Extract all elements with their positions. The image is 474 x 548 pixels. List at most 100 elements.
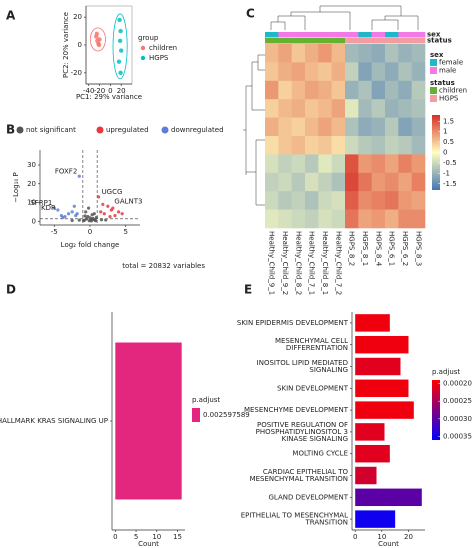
- colorbar-label: 0.00020: [443, 380, 472, 388]
- x-tick-label: 0: [108, 87, 112, 95]
- heatmap-cell: [291, 191, 306, 210]
- category-label: PHOSPHATIDYLINOSITOL 3: [256, 428, 348, 436]
- panel-border: [85, 5, 133, 85]
- heatmap-cell: [358, 44, 372, 63]
- heatmap-cell: [291, 62, 306, 82]
- heatmap-cell: [331, 191, 346, 210]
- point: [77, 218, 81, 222]
- annotation-cell: [318, 38, 332, 44]
- heatmap-cell: [398, 117, 412, 137]
- point: [116, 59, 122, 64]
- category-label: HALLMARK KRAS SIGNALING UP: [0, 417, 108, 425]
- point: [66, 212, 71, 216]
- heatmap-cell: [318, 191, 332, 210]
- legend-label: female: [439, 59, 463, 67]
- y-tick-label: 0: [32, 217, 36, 225]
- category-label: TRANSITION: [305, 519, 348, 527]
- point: [91, 216, 95, 221]
- legend-title: p.adjust: [192, 396, 220, 404]
- heatmap-cell: [345, 62, 359, 82]
- heatmap-cell: [278, 80, 292, 100]
- heatmap-cell: [358, 136, 372, 155]
- heatmap-cell: [318, 154, 332, 174]
- heatmap-cell: [291, 154, 306, 174]
- row-dendrogram: [243, 54, 265, 206]
- point: [101, 202, 105, 206]
- x-tick-label: -5: [51, 228, 58, 236]
- heatmap-cell: [305, 136, 319, 155]
- x-tick-label: 20: [404, 533, 413, 541]
- point: [52, 206, 56, 210]
- heatmap-cell: [358, 209, 372, 229]
- annotation-cell: [385, 38, 399, 44]
- point: [92, 212, 96, 216]
- point: [106, 204, 110, 208]
- heatmap-cell: [398, 80, 412, 100]
- annotation-cell: [331, 32, 346, 38]
- column-label: Healthy_Child_8_2: [294, 231, 302, 295]
- heatmap-cell: [265, 191, 279, 210]
- heatmap-cell: [291, 99, 306, 118]
- colorbar-label: -0.5: [443, 159, 457, 167]
- point: [97, 37, 102, 42]
- heatmap-cell: [371, 62, 386, 82]
- point: [102, 212, 106, 216]
- annotation-name: status: [427, 37, 452, 45]
- category-label: POSITIVE REGULATION OF: [257, 421, 348, 429]
- heatmap-cell: [411, 117, 426, 137]
- annotation-cell: [291, 38, 306, 44]
- heatmap-cell: [318, 209, 332, 229]
- heatmap-cell: [331, 99, 346, 118]
- category-label: GLAND DEVELOPMENT: [268, 493, 348, 501]
- heatmap-cell: [291, 172, 306, 192]
- annotation-cell: [345, 38, 359, 44]
- panel-letter: A: [6, 9, 16, 23]
- annotation-cell: [411, 32, 426, 38]
- heatmap-cell: [278, 136, 292, 155]
- annotation-cell: [358, 32, 372, 38]
- legend-label: downregulated: [171, 126, 224, 134]
- x-tick-label: 5: [123, 228, 127, 236]
- x-tick-label: 10: [152, 533, 161, 541]
- annotation-cell: [358, 38, 372, 44]
- annotation-cell: [278, 38, 292, 44]
- heatmap-cell: [305, 44, 319, 63]
- group-ellipse: [89, 27, 106, 52]
- category-label: EPITHELIAL TO MESENCHYMAL: [241, 512, 348, 520]
- annotation-cell: [371, 32, 386, 38]
- category-label: KINASE SIGNALING: [282, 435, 348, 443]
- x-tick-label: -40: [83, 87, 94, 95]
- heatmap-cell: [331, 44, 346, 63]
- category-label: SIGNALING: [309, 366, 348, 374]
- heatmap-cell: [305, 172, 319, 192]
- column-label: HGPS_6_2: [401, 231, 409, 266]
- colorbar-label: 0.00025: [443, 397, 472, 405]
- heatmap-cell: [265, 154, 279, 174]
- column-label: Healthy_Child_8_1: [321, 231, 329, 295]
- colorbar-label: -1.5: [443, 180, 457, 188]
- gene-label: SFRP1: [30, 199, 52, 207]
- heatmap-cell: [278, 44, 292, 63]
- point: [111, 206, 115, 210]
- heatmap-cell: [398, 99, 412, 118]
- heatmap-cell: [411, 62, 426, 82]
- point: [77, 174, 81, 178]
- heatmap-cell: [358, 172, 372, 192]
- heatmap-cell: [278, 191, 292, 210]
- point: [70, 218, 74, 223]
- heatmap-cell: [265, 80, 279, 100]
- point: [84, 217, 89, 221]
- heatmap-cell: [305, 154, 319, 174]
- colorbar: [432, 115, 440, 190]
- panel-letter: B: [6, 123, 15, 137]
- heatmap-cell: [371, 44, 386, 63]
- bar: [355, 488, 422, 507]
- heatmap-cell: [398, 136, 412, 155]
- heatmap-cell: [265, 136, 279, 155]
- bar: [355, 379, 409, 398]
- heatmap-cell: [305, 191, 319, 210]
- y-tick-label: -20: [71, 69, 82, 77]
- annotation-cell: [265, 38, 279, 44]
- gene-label: FOXF2: [55, 167, 77, 175]
- point: [118, 48, 124, 53]
